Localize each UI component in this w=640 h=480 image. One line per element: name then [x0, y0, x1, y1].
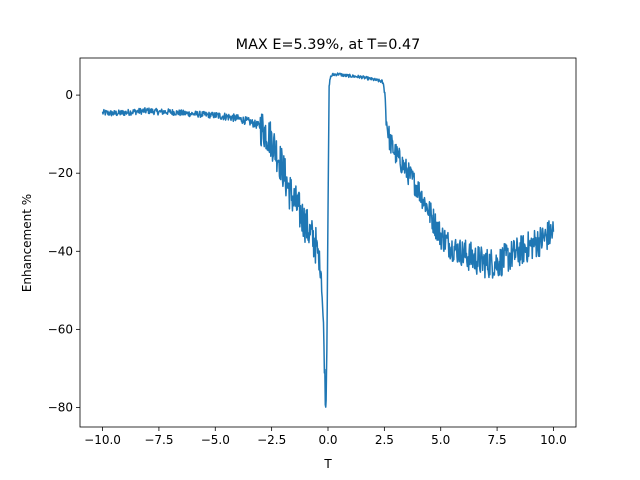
y-tick-label: −80 — [48, 400, 73, 414]
x-tick-label: −5.0 — [201, 433, 230, 447]
x-tick-label: 10.0 — [540, 433, 567, 447]
x-tick-label: 5.0 — [431, 433, 450, 447]
y-axis: 0 −20 −40 −60 −80 — [48, 88, 80, 414]
x-tick-label: −10.0 — [84, 433, 121, 447]
x-axis: −10.0 −7.5 −5.0 −2.5 0.0 2.5 5.0 7.5 10.0 — [84, 427, 567, 447]
y-tick-label: −20 — [48, 166, 73, 180]
x-tick-label: −2.5 — [257, 433, 286, 447]
series-line — [101, 72, 555, 408]
y-tick-label: −60 — [48, 322, 73, 336]
x-tick-label: 2.5 — [375, 433, 394, 447]
x-tick-label: 7.5 — [488, 433, 507, 447]
x-tick-label: −7.5 — [144, 433, 173, 447]
y-tick-label: 0 — [65, 88, 73, 102]
data-layer — [101, 72, 555, 408]
x-tick-label: 0.0 — [318, 433, 337, 447]
x-axis-label: T — [323, 457, 332, 471]
chart-title: MAX E=5.39%, at T=0.47 — [236, 37, 421, 53]
y-axis-label: Enhancement % — [20, 194, 34, 292]
y-tick-label: −40 — [48, 244, 73, 258]
